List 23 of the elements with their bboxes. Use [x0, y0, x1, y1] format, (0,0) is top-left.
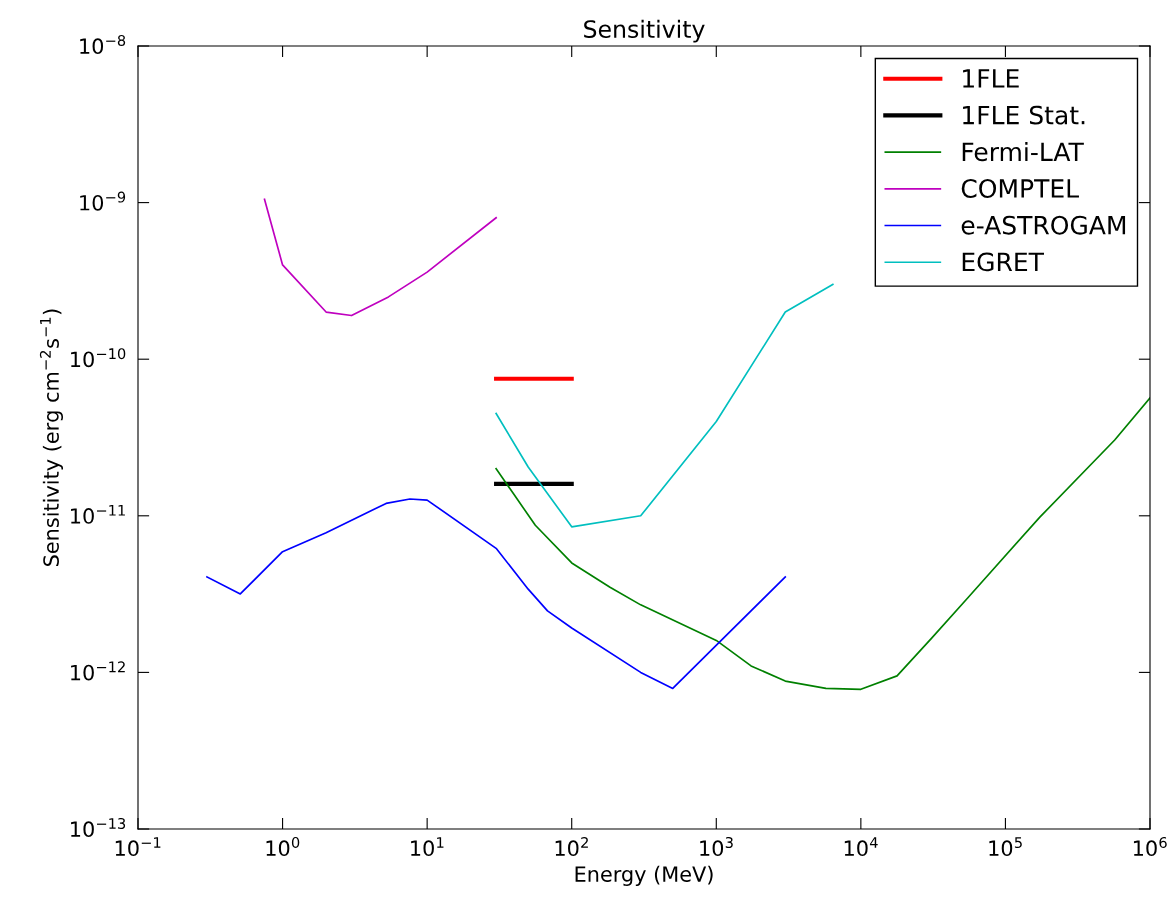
x-tick-label: 10$^{6}$ [1133, 836, 1167, 857]
y-tick-label: 10$^{−11}$ [71, 504, 125, 524]
x-tick-label: 10$^{1}$ [411, 837, 444, 857]
x-tick-label: 10$^{5}$ [989, 837, 1022, 857]
legend-label: e-ASTROGAM [961, 215, 1126, 235]
y-tick-label: 10$^{−9}$ [80, 191, 126, 211]
chart-title: Sensitivity [584, 19, 705, 43]
x-tick-label: 10$^{2}$ [555, 836, 588, 857]
y-tick-label: 10$^{−10}$ [71, 348, 126, 368]
y-tick-label: 10$^{−13}$ [71, 817, 126, 838]
legend-label: 1FLE Stat. [963, 105, 1085, 125]
x-axis-title: Energy (MeV) [575, 865, 713, 886]
legend-label: Fermi-LAT [962, 141, 1084, 162]
legend-label: EGRET [962, 252, 1044, 272]
x-tick-label: 10$^{−1}$ [115, 837, 161, 857]
x-tick-label: 10$^{4}$ [844, 837, 878, 857]
x-tick-label: 10$^{3}$ [700, 836, 733, 857]
y-axis-title: Sensitivity (erg cm$^{−2}$s$^{−1}$) [39, 309, 64, 567]
legend-label: 1FLE [963, 69, 1019, 88]
x-tick-label: 10$^{0}$ [266, 836, 300, 857]
legend-label: COMPTEL [961, 179, 1079, 198]
y-tick-label: 10$^{−12}$ [71, 661, 125, 681]
y-tick-label: 10$^{−8}$ [80, 34, 126, 55]
